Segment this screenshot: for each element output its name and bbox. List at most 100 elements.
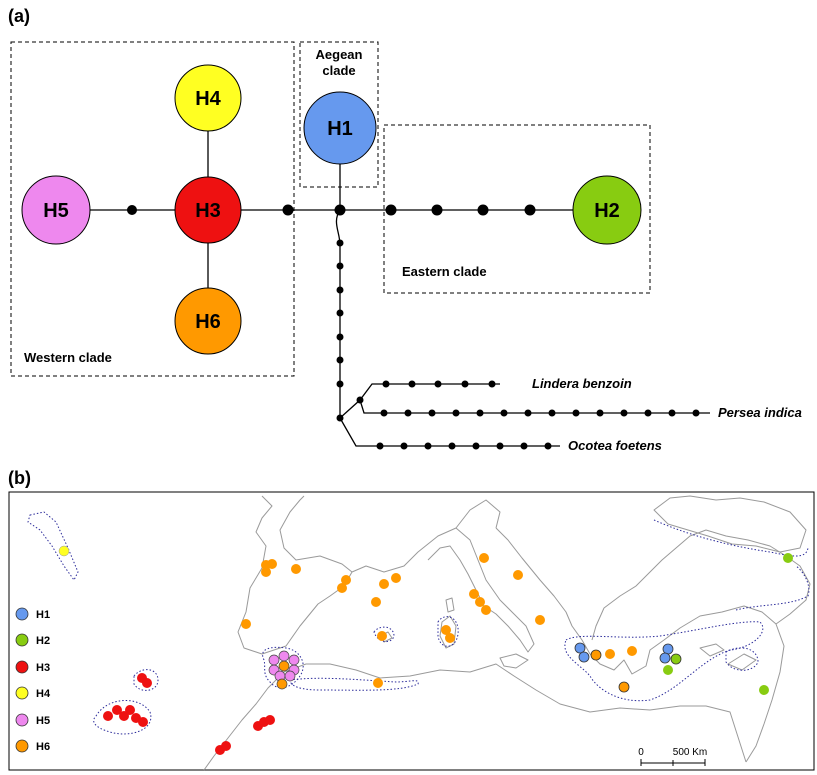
occurrence-point-h6 <box>479 553 489 563</box>
haplotype-label: H3 <box>195 200 221 222</box>
mutation-dot <box>496 442 504 450</box>
range-canaries <box>93 699 152 735</box>
occurrence-point-h2 <box>663 665 673 675</box>
occurrence-point-h6 <box>605 649 615 659</box>
legend-swatch <box>15 739 29 753</box>
range-cyprus <box>725 647 759 671</box>
coast-aegean <box>589 529 811 675</box>
mutation-dot <box>424 442 432 450</box>
haplotype-label: H5 <box>43 200 69 222</box>
legend-label: H2 <box>36 635 50 647</box>
mutation-dot <box>336 239 344 247</box>
legend-swatch <box>15 660 29 674</box>
mutation-dot <box>434 380 442 388</box>
mutation-dot <box>692 409 700 417</box>
legend-swatch <box>15 607 29 621</box>
edge-persea <box>359 399 710 414</box>
coast-alps <box>455 499 501 529</box>
occurrence-point-h6 <box>373 678 383 688</box>
occurrence-point-h6 <box>371 597 381 607</box>
mutation-dot <box>428 409 436 417</box>
edge-ocotea <box>339 417 560 447</box>
mutation-dot <box>596 409 604 417</box>
mutation-dot <box>382 380 390 388</box>
legend-item-h4: H4 <box>15 686 51 700</box>
occurrence-point-h6 <box>261 567 271 577</box>
occurrence-point-h5 <box>278 650 290 662</box>
coast-sicily <box>499 653 529 669</box>
occurrence-point-h6 <box>379 579 389 589</box>
occurrence-point-h6 <box>241 619 251 629</box>
occurrence-point-h3 <box>265 715 275 725</box>
occurrence-point-h6 <box>475 597 485 607</box>
mutation-dot <box>380 409 388 417</box>
haplotype-circle <box>21 175 91 245</box>
aegean-clade-label-line2: clade <box>322 63 355 78</box>
coast-sardinia <box>439 615 457 649</box>
occurrence-point-h6 <box>445 633 455 643</box>
panel-b-label: (b) <box>8 468 31 488</box>
legend-item-h1: H1 <box>15 607 50 621</box>
occurrence-point-h3 <box>138 717 148 727</box>
occurrence-point-h3 <box>103 711 113 721</box>
coast-north-africa <box>283 663 747 763</box>
occurrence-point-h6 <box>441 625 451 635</box>
legend-item-h3: H3 <box>15 660 50 674</box>
outgroup-label-lindera: Lindera benzoin <box>532 376 632 391</box>
western-clade-box <box>10 41 295 377</box>
haplotype-circle <box>174 287 242 355</box>
range-sardinia <box>437 616 459 647</box>
occurrence-point-h6 <box>267 559 277 569</box>
legend-label: H3 <box>36 662 50 674</box>
occurrence-point-h1 <box>578 651 590 663</box>
legend-label: H6 <box>36 741 50 753</box>
legend-item-h2: H2 <box>15 633 50 647</box>
mutation-dot <box>282 204 294 216</box>
legend-label: H1 <box>36 609 50 621</box>
mutation-dot <box>572 409 580 417</box>
occurrence-point-h6 <box>377 631 387 641</box>
occurrence-point-h2 <box>783 553 793 563</box>
occurrence-point-h4 <box>58 545 70 557</box>
legend-label: H5 <box>36 715 50 727</box>
occurrence-point-h6 <box>513 570 523 580</box>
mutation-dot <box>461 380 469 388</box>
coast-corsica <box>445 597 455 613</box>
occurrence-point-h6 <box>590 649 602 661</box>
occurrence-point-h5 <box>268 654 280 666</box>
mutation-dot <box>336 262 344 270</box>
range-azores <box>27 511 79 581</box>
legend-label: H4 <box>36 688 51 700</box>
mutation-dot <box>336 309 344 317</box>
legend-swatch <box>15 633 29 647</box>
range-anatolia <box>735 565 810 611</box>
eastern-clade-box <box>383 124 651 294</box>
haplotype-node-h3: H3 <box>174 176 242 244</box>
occurrence-point-h6 <box>627 646 637 656</box>
mutation-dot <box>544 442 552 450</box>
mutation-dot <box>548 409 556 417</box>
legend-swatch <box>15 686 29 700</box>
mutation-dot <box>376 442 384 450</box>
legend-item-h5: H5 <box>15 713 50 727</box>
mutation-dot <box>668 409 676 417</box>
occurrence-point-h6 <box>276 678 288 690</box>
occurrence-point-h1 <box>662 643 674 655</box>
occurrence-point-h6 <box>469 589 479 599</box>
haplotype-node-h5: H5 <box>21 175 91 245</box>
haplotype-node-h6: H6 <box>174 287 242 355</box>
coast-cyprus <box>727 653 757 671</box>
occurrence-point-h1 <box>574 642 586 654</box>
western-clade-label: Western clade <box>24 350 112 365</box>
mutation-dot <box>336 356 344 364</box>
scale-bar-start-label: 0 <box>638 747 644 758</box>
mutation-dot <box>127 205 137 215</box>
map-legend: H1 H2 H3 H4 H5 H6 <box>15 607 51 753</box>
range-iberia-south <box>262 646 304 689</box>
coast-morocco <box>203 671 285 771</box>
haplotype-node-h4: H4 <box>174 64 242 132</box>
mutation-dot <box>336 286 344 294</box>
eastern-clade-label: Eastern clade <box>402 264 487 279</box>
occurrence-point-h5 <box>288 654 300 666</box>
haplotype-circle <box>572 175 642 245</box>
